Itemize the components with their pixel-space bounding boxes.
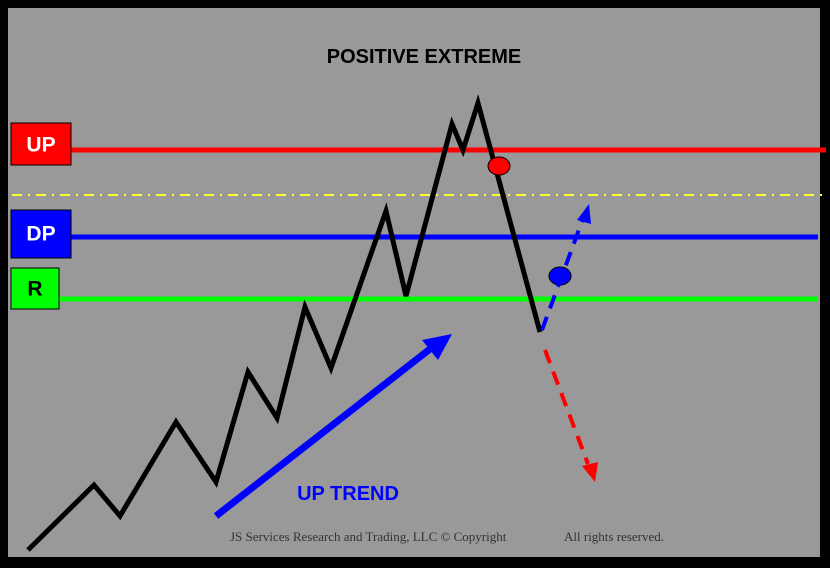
r-level-label: R <box>27 278 42 301</box>
footer-rights: All rights reserved. <box>564 529 664 544</box>
bearish-scenario-arrow-head <box>582 462 598 482</box>
bullish-scenario-arrow-head <box>577 204 591 224</box>
up-level-label: UP <box>26 134 55 157</box>
dp-level-label: DP <box>26 223 55 246</box>
footer-copyright: JS Services Research and Trading, LLC © … <box>230 529 507 544</box>
diagram-title: POSITIVE EXTREME <box>327 46 521 68</box>
bearish-scenario-arrow <box>545 350 588 464</box>
upper-marker <box>488 157 510 175</box>
price-path <box>28 103 540 550</box>
up-trend-label: UP TREND <box>297 483 399 505</box>
